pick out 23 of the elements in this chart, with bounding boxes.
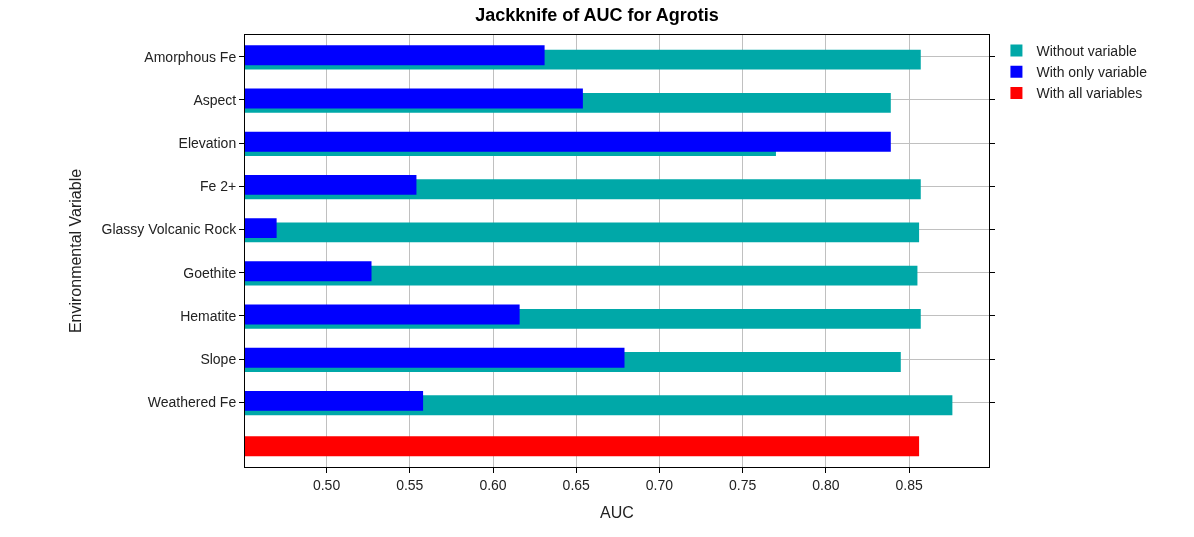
legend-label: With all variables bbox=[1036, 85, 1143, 102]
y-tick-label: Weathered Fe bbox=[147, 394, 237, 411]
y-tick-label: Aspect bbox=[193, 91, 237, 108]
x-tick-label: 0.50 bbox=[312, 476, 341, 493]
y-tick-label: Elevation bbox=[178, 134, 237, 151]
x-axis-title: AUC bbox=[600, 504, 634, 522]
y-tick-label: Slope bbox=[200, 350, 237, 367]
y-tick-label: Hematite bbox=[180, 307, 237, 324]
y-axis-title: Environmental Variable bbox=[67, 168, 85, 334]
x-tick-label: 0.85 bbox=[895, 476, 923, 493]
x-tick-label: 0.70 bbox=[645, 476, 674, 493]
y-tick-label: Fe 2+ bbox=[200, 178, 237, 195]
y-tick-label: Glassy Volcanic Rock bbox=[101, 221, 238, 238]
x-tick-label: 0.80 bbox=[812, 476, 840, 493]
chart-title: Jackknife of AUC for Agrotis bbox=[475, 4, 719, 25]
x-tick-label: 0.55 bbox=[396, 476, 424, 493]
x-tick-label: 0.60 bbox=[479, 476, 507, 493]
y-tick-label: Amorphous Fe bbox=[144, 48, 237, 65]
y-tick-label: Goethite bbox=[183, 264, 237, 281]
x-tick-label: 0.65 bbox=[562, 476, 591, 493]
x-tick-label: 0.75 bbox=[729, 476, 757, 493]
legend-label: Without variable bbox=[1036, 43, 1138, 60]
legend-label: With only variable bbox=[1036, 64, 1148, 81]
